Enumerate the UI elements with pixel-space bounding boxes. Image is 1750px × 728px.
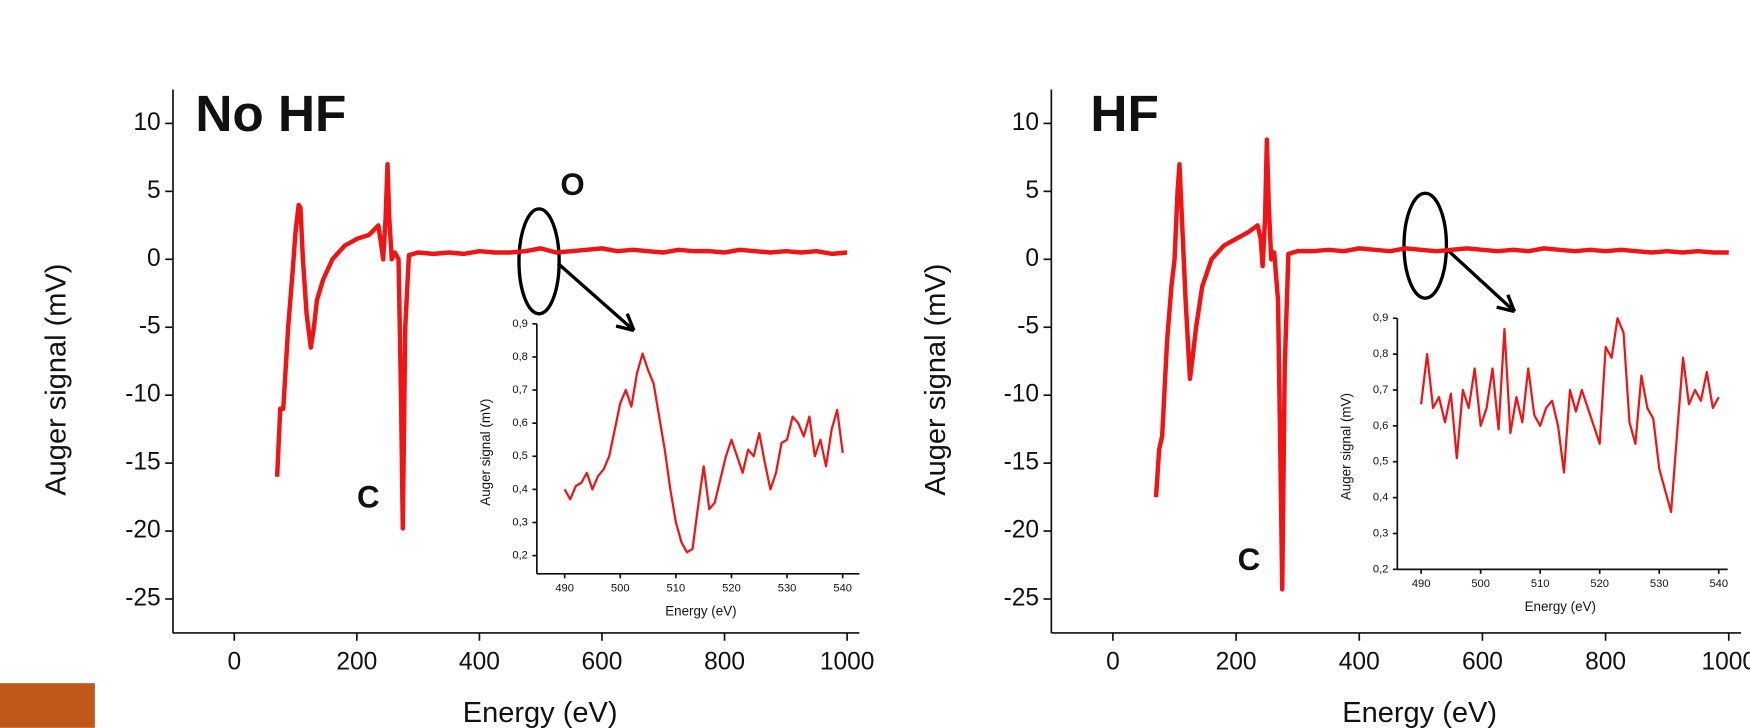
data-line	[274, 161, 848, 531]
y-tick-label: -15	[1004, 449, 1039, 476]
y-tick-label: 0,5	[512, 450, 528, 462]
y-tick-label: 0,6	[512, 417, 528, 429]
x-tick-label: 490	[1412, 578, 1431, 590]
zoom-arrow	[1444, 246, 1517, 314]
x-tick-label: 200	[1216, 648, 1257, 675]
x-tick-label: 500	[1471, 578, 1490, 590]
peak-label: C	[357, 479, 380, 514]
x-tick-label: 0	[227, 648, 241, 675]
x-tick-label: 500	[611, 582, 630, 594]
x-tick-label: 520	[722, 582, 741, 594]
y-tick-label: 10	[1012, 109, 1039, 136]
x-tick-label: 600	[1462, 648, 1503, 675]
y-axis-title: Auger signal (mV)	[1339, 393, 1354, 500]
y-tick-label: 0,7	[512, 384, 528, 396]
x-tick-label: 400	[1339, 648, 1380, 675]
x-tick-label: 1000	[1701, 648, 1750, 675]
y-tick-label: -25	[1004, 584, 1039, 611]
x-axis-title: Energy (eV)	[463, 697, 618, 728]
y-tick-label: -10	[125, 381, 160, 408]
x-tick-label: 800	[1585, 648, 1626, 675]
y-tick-label: 0,2	[1373, 563, 1389, 575]
y-tick-label: 0	[1025, 245, 1039, 272]
x-tick-label: 400	[459, 648, 500, 675]
x-tick-label: 490	[555, 582, 574, 594]
y-tick-label: -25	[125, 584, 160, 611]
y-tick-label: 0,4	[1373, 492, 1389, 504]
x-axis-title: Energy (eV)	[1342, 697, 1497, 728]
y-tick-label: 0,8	[1373, 348, 1389, 360]
zoom-arrow	[556, 262, 636, 333]
x-tick-label: 520	[1590, 578, 1609, 590]
peak-label: O	[560, 167, 584, 202]
x-tick-label: 510	[1531, 578, 1550, 590]
x-tick-label: 1000	[820, 648, 875, 675]
y-tick-label: 0,8	[512, 351, 528, 363]
peak-label: C	[1238, 542, 1261, 577]
y-tick-label: -5	[1017, 313, 1039, 340]
highlight-ellipse	[1402, 191, 1449, 300]
y-tick-label: 0,3	[1373, 527, 1389, 539]
x-tick-label: 0	[1106, 648, 1120, 675]
y-tick-label: 0,9	[1373, 312, 1389, 324]
y-axis-title: Auger signal (mV)	[478, 399, 493, 506]
panel-title: No HF	[195, 85, 346, 142]
y-tick-label: 5	[147, 177, 161, 204]
y-tick-label: 0,5	[1373, 456, 1389, 468]
x-tick-label: 540	[833, 582, 852, 594]
y-tick-label: 0,6	[1373, 420, 1389, 432]
y-tick-label: 5	[1025, 177, 1039, 204]
y-tick-label: -10	[1004, 381, 1039, 408]
y-tick-label: 0,7	[1373, 384, 1389, 396]
x-tick-label: 530	[778, 582, 797, 594]
x-axis-title: Energy (eV)	[1525, 599, 1596, 614]
x-tick-label: 200	[336, 648, 377, 675]
y-tick-label: 0	[147, 245, 161, 272]
data-line	[563, 352, 844, 554]
y-tick-label: 0,9	[512, 318, 528, 330]
thumbnail	[0, 683, 95, 728]
y-tick-label: 0,4	[512, 483, 528, 495]
y-tick-label: 0,3	[512, 516, 528, 528]
y-tick-label: -15	[125, 449, 160, 476]
data-line	[1153, 137, 1729, 592]
x-axis-title: Energy (eV)	[665, 603, 736, 618]
y-tick-label: -20	[125, 517, 160, 544]
y-axis-title: Auger signal (mV)	[920, 264, 952, 496]
x-tick-label: 600	[581, 648, 622, 675]
x-tick-label: 510	[667, 582, 686, 594]
y-tick-label: 0,2	[512, 550, 528, 562]
y-axis-title: Auger signal (mV)	[41, 264, 73, 496]
data-line	[1419, 317, 1720, 514]
highlight-ellipse	[517, 207, 561, 316]
x-tick-label: 800	[704, 648, 745, 675]
panel-title: HF	[1090, 85, 1158, 142]
y-tick-label: 10	[133, 109, 160, 136]
x-tick-label: 540	[1709, 578, 1728, 590]
y-tick-label: -5	[139, 313, 161, 340]
y-tick-label: -20	[1004, 517, 1039, 544]
x-tick-label: 530	[1650, 578, 1669, 590]
